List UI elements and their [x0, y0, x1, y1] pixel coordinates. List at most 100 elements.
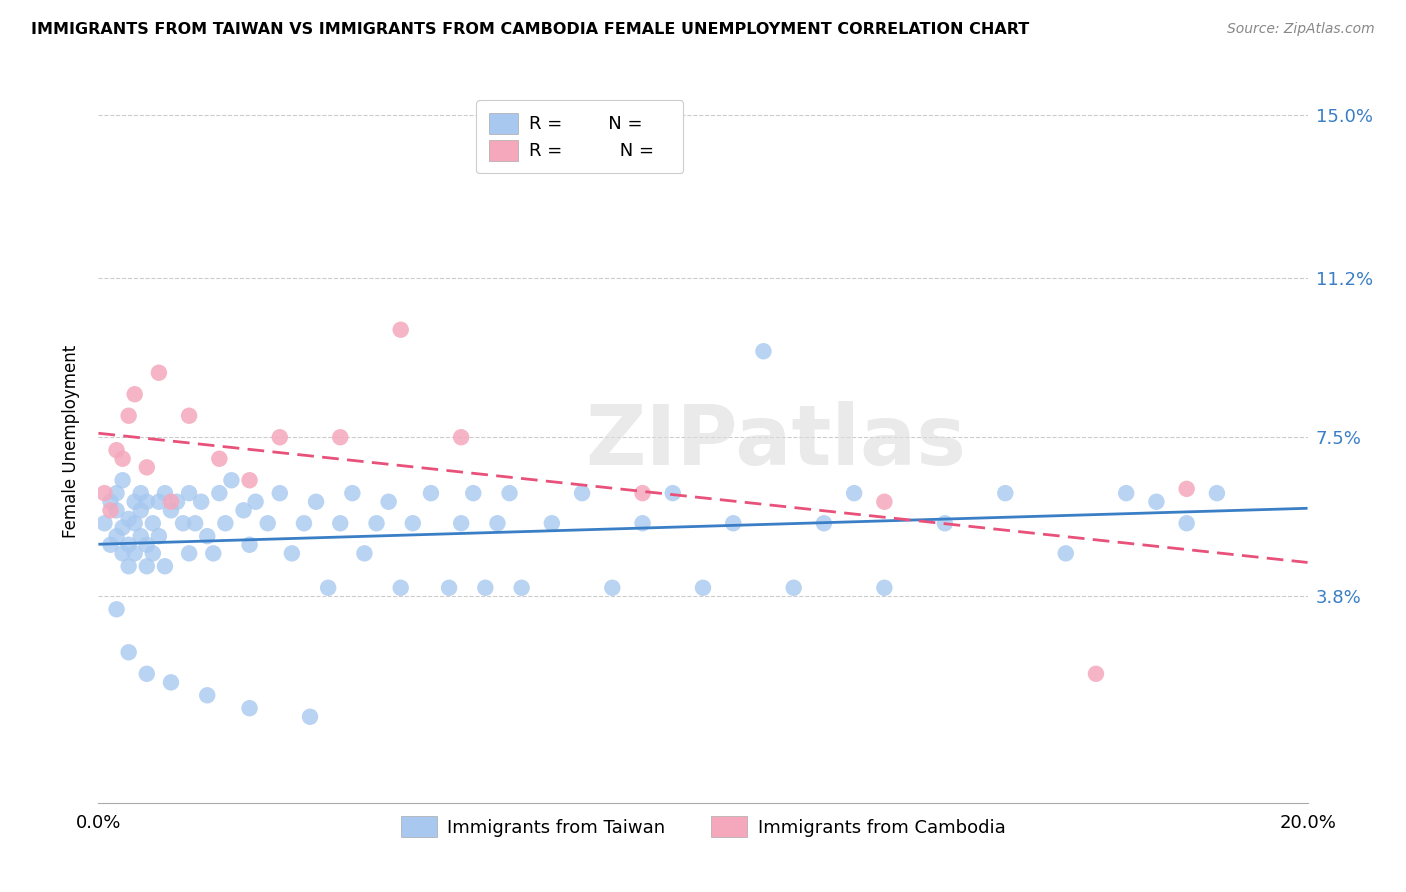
Point: [111, 473, 134, 487]
Point: [450, 516, 472, 531]
Point: [160, 495, 183, 509]
Point: [692, 581, 714, 595]
Point: [631, 486, 654, 500]
Point: [813, 516, 835, 531]
Point: [486, 516, 509, 531]
Point: [135, 666, 157, 681]
Point: [934, 516, 956, 531]
Point: [179, 546, 201, 560]
Point: [111, 546, 134, 560]
Point: [602, 581, 624, 595]
Point: [498, 486, 520, 500]
Point: [208, 451, 231, 466]
Point: [239, 473, 262, 487]
Point: [100, 538, 122, 552]
Point: [153, 486, 176, 500]
Point: [160, 675, 183, 690]
Point: [342, 486, 364, 500]
Point: [105, 503, 128, 517]
Point: [437, 581, 460, 595]
Point: [1175, 482, 1198, 496]
Point: [540, 516, 562, 531]
Point: [571, 486, 593, 500]
Point: [420, 486, 443, 500]
Point: [299, 710, 322, 724]
Point: [269, 486, 291, 500]
Point: [316, 581, 339, 595]
Text: 0.136: 0.136: [534, 107, 585, 126]
Point: [245, 495, 267, 509]
Text: IMMIGRANTS FROM TAIWAN VS IMMIGRANTS FROM CAMBODIA FEMALE UNEMPLOYMENT CORRELATI: IMMIGRANTS FROM TAIWAN VS IMMIGRANTS FRO…: [31, 22, 1029, 37]
Point: [329, 516, 352, 531]
Point: [160, 503, 183, 517]
Point: [873, 581, 896, 595]
Point: [166, 495, 188, 509]
Point: [269, 430, 291, 444]
Point: [100, 503, 122, 517]
Text: -0.018: -0.018: [524, 144, 582, 161]
Point: [142, 516, 165, 531]
Point: [1144, 495, 1167, 509]
Point: [129, 503, 152, 517]
Point: [1206, 486, 1229, 500]
Point: [105, 443, 128, 458]
Point: [118, 409, 141, 423]
Point: [292, 516, 315, 531]
Point: [153, 559, 176, 574]
Point: [1085, 666, 1108, 681]
Point: [463, 486, 485, 500]
Point: [1054, 546, 1077, 560]
Point: [474, 581, 496, 595]
Point: [135, 460, 157, 475]
Point: [256, 516, 278, 531]
Point: [873, 495, 896, 509]
Point: [202, 546, 225, 560]
Point: [105, 529, 128, 543]
Text: ZIPatlas: ZIPatlas: [585, 401, 966, 482]
Point: [118, 559, 141, 574]
Point: [195, 529, 218, 543]
Point: [661, 486, 683, 500]
Point: [752, 344, 775, 359]
Point: [118, 538, 141, 552]
Point: [111, 451, 134, 466]
Point: [366, 516, 388, 531]
Point: [179, 486, 201, 500]
Point: [1115, 486, 1137, 500]
Point: [124, 495, 146, 509]
Legend: Immigrants from Taiwan, Immigrants from Cambodia: Immigrants from Taiwan, Immigrants from …: [394, 809, 1012, 845]
Point: [239, 538, 262, 552]
Point: [135, 495, 157, 509]
Point: [129, 486, 152, 500]
Point: [994, 486, 1017, 500]
Point: [93, 486, 115, 500]
Point: [450, 430, 472, 444]
Text: Source: ZipAtlas.com: Source: ZipAtlas.com: [1227, 22, 1375, 37]
Point: [129, 529, 152, 543]
Point: [124, 516, 146, 531]
Point: [148, 529, 170, 543]
Point: [195, 688, 218, 702]
Point: [142, 546, 165, 560]
Point: [214, 516, 236, 531]
Point: [111, 520, 134, 534]
Point: [402, 516, 425, 531]
Text: 20: 20: [610, 144, 633, 161]
Point: [179, 409, 201, 423]
Point: [118, 512, 141, 526]
Point: [135, 538, 157, 552]
Point: [148, 495, 170, 509]
Point: [124, 387, 146, 401]
Point: [389, 581, 412, 595]
Point: [239, 701, 262, 715]
Point: [124, 546, 146, 560]
Point: [1175, 516, 1198, 531]
Point: [844, 486, 866, 500]
Point: [208, 486, 231, 500]
Point: [105, 486, 128, 500]
Point: [281, 546, 304, 560]
Point: [353, 546, 375, 560]
Point: [305, 495, 328, 509]
Text: 89: 89: [610, 107, 633, 126]
Point: [221, 473, 243, 487]
